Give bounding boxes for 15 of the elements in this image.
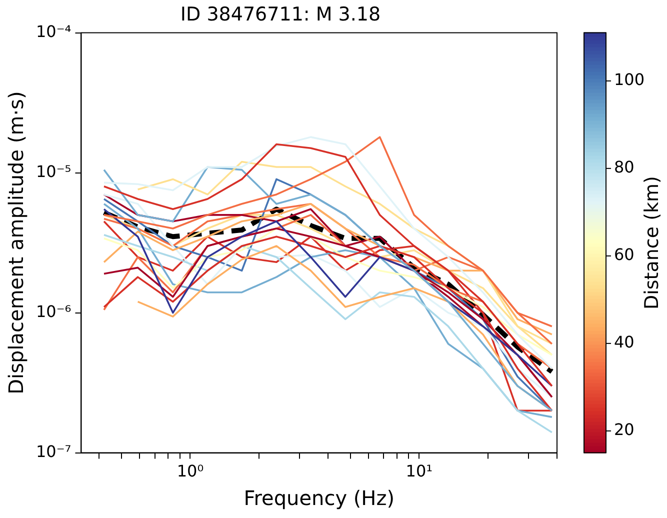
y-tick-label: 10⁻⁷: [36, 442, 72, 461]
color-bar-label: 60: [614, 245, 634, 264]
y-tick-label: 10⁻⁶: [36, 302, 72, 321]
y-axis-title: Displacement amplitude (m·s): [4, 91, 28, 394]
color-bar-label: 100: [614, 70, 645, 90]
y-tick-label: 10⁻⁵: [36, 162, 72, 181]
x-axis-title: Frequency (Hz): [244, 486, 395, 510]
y-tick-label: 10⁻⁴: [36, 22, 72, 41]
color-bar-label: 40: [614, 332, 634, 352]
color-bar-title: Distance (km): [640, 176, 663, 310]
color-bar-label: 80: [614, 158, 634, 177]
chart-title: ID 38476711: M 3.18: [180, 3, 381, 26]
color-bar-label: 20: [614, 420, 634, 440]
x-tick-label: 10¹: [406, 462, 433, 481]
x-tick-label: 10⁰: [176, 462, 204, 481]
